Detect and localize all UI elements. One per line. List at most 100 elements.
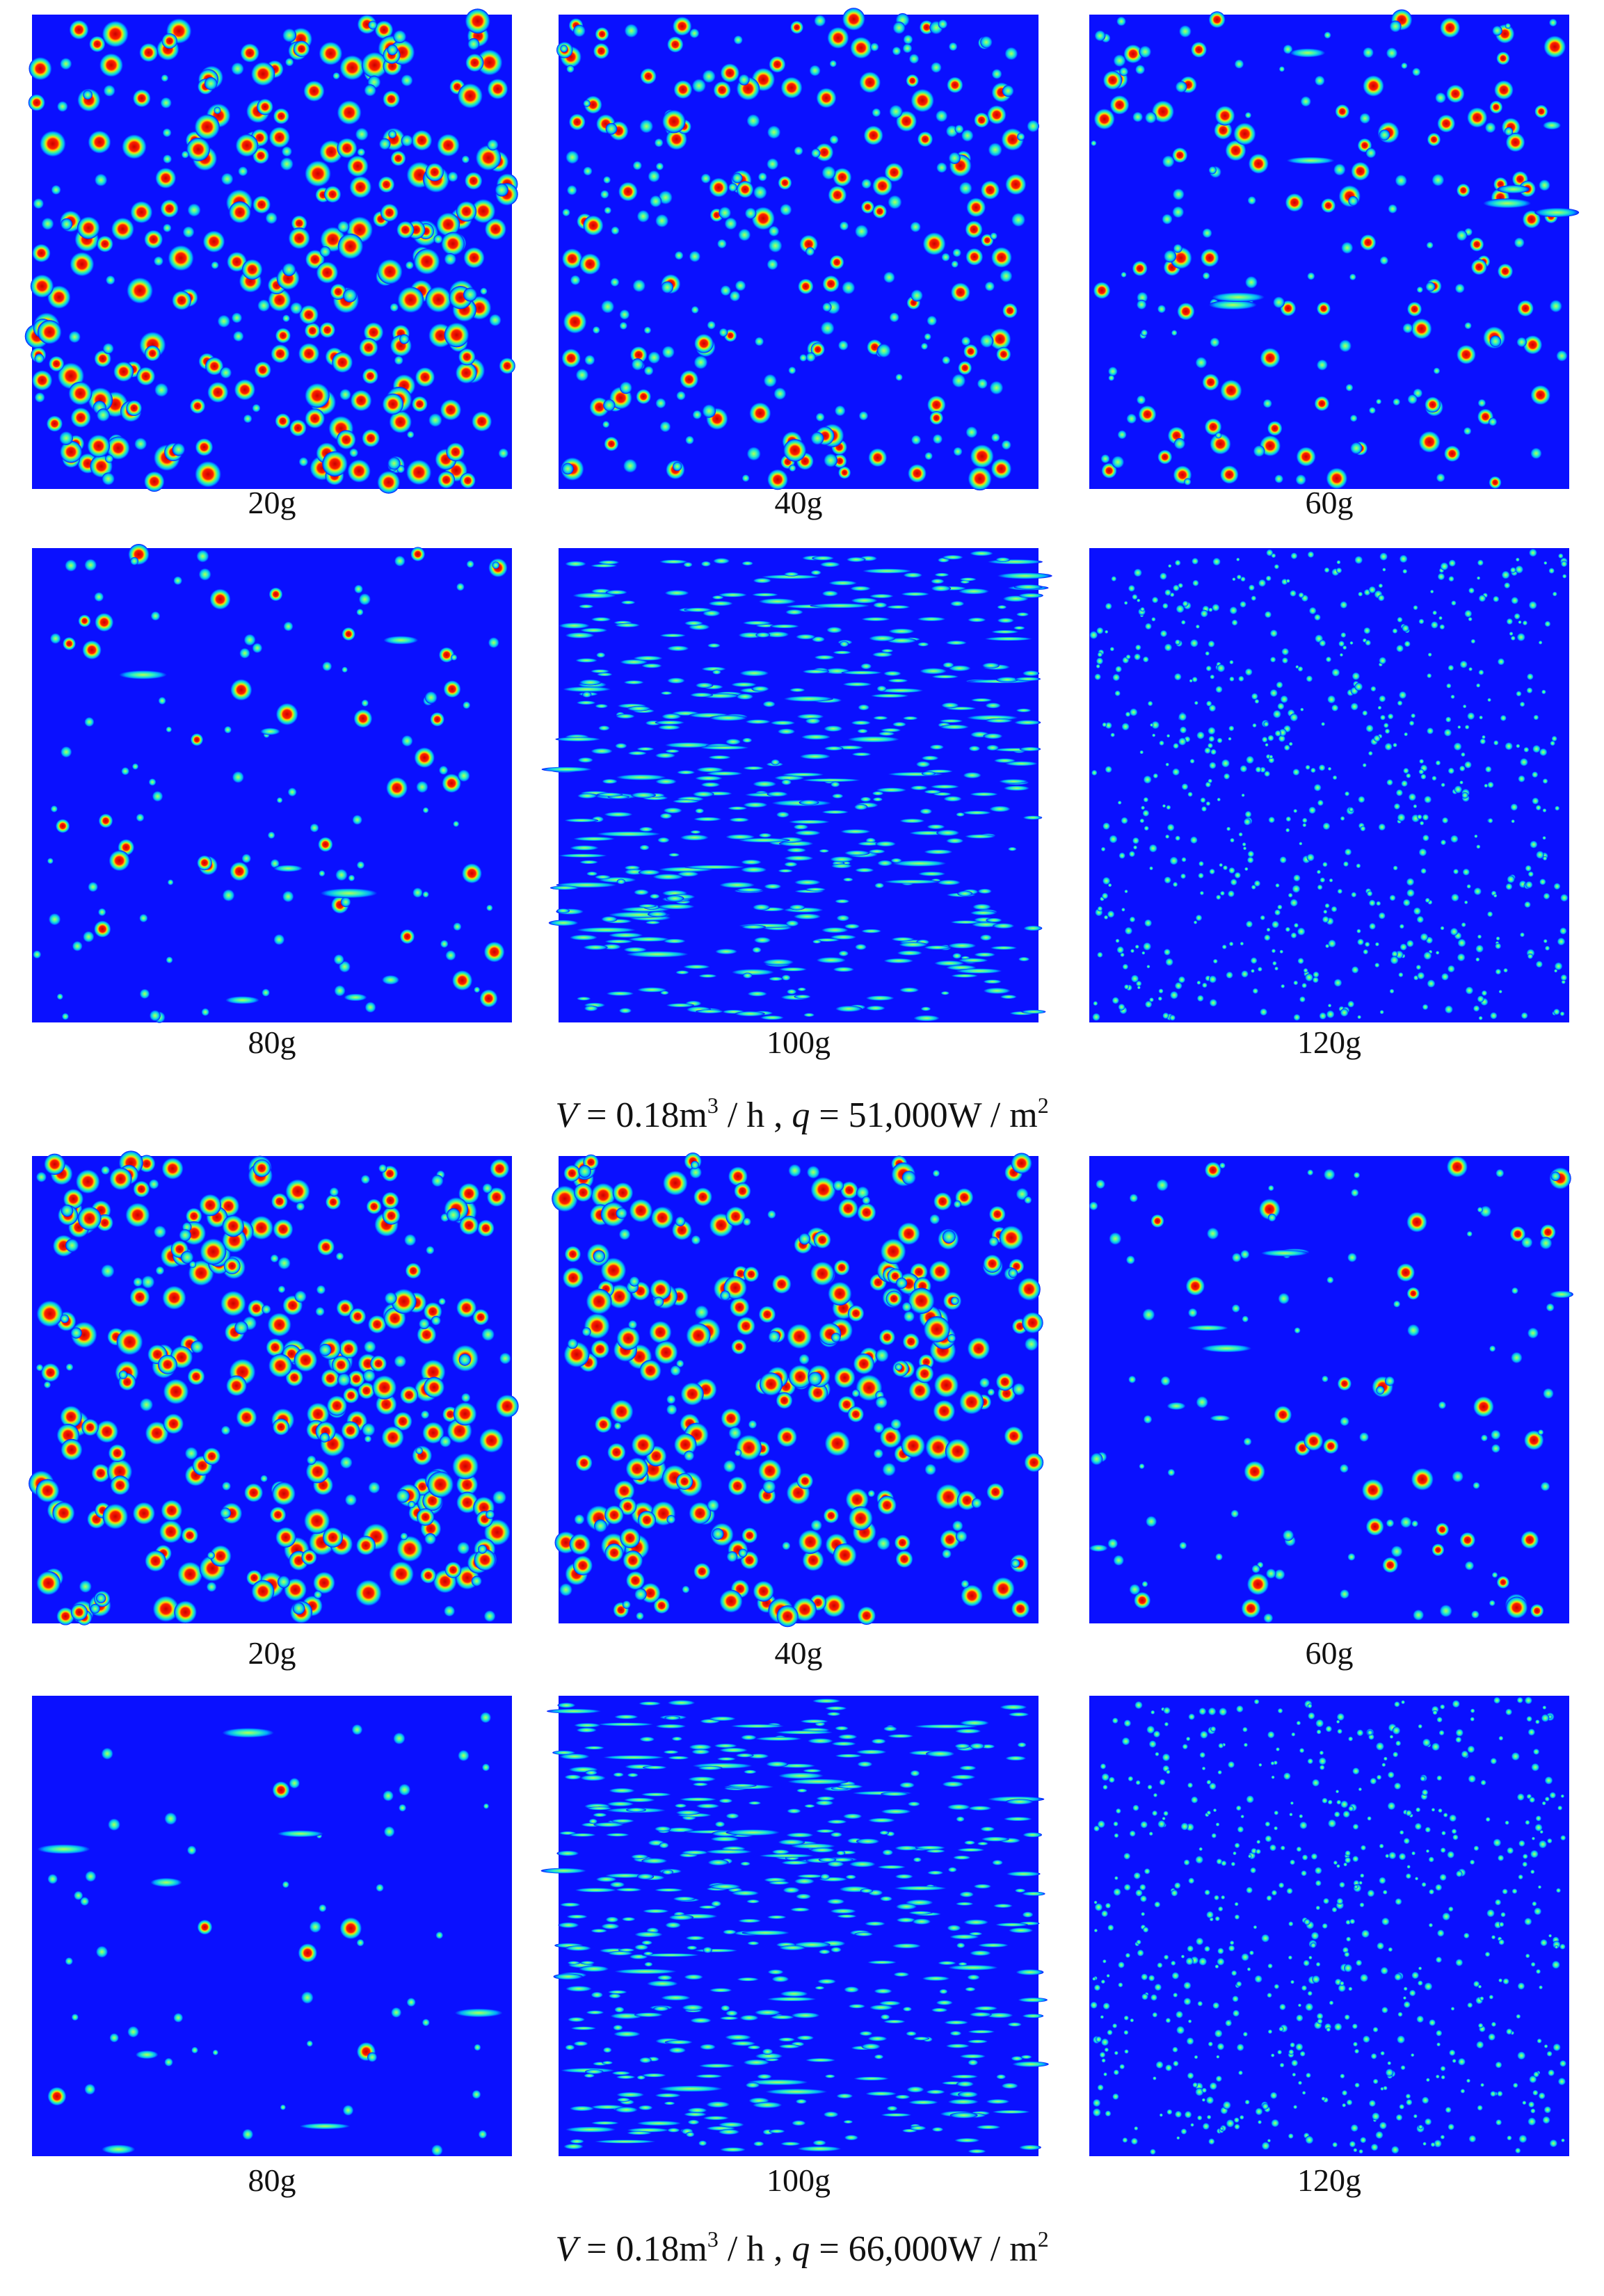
bubble [145, 1421, 169, 1445]
bubble [180, 1251, 194, 1264]
bubble [1162, 155, 1175, 168]
bubble [940, 1530, 960, 1550]
bubble [1187, 2019, 1192, 2023]
streak [805, 888, 826, 892]
bubble [60, 440, 83, 463]
streak [859, 2031, 873, 2037]
streak [579, 604, 594, 609]
bubble [1312, 977, 1319, 984]
bubble [1272, 920, 1279, 929]
bubble [406, 460, 432, 485]
streak [820, 561, 840, 568]
bubble [1447, 664, 1454, 671]
streak [657, 837, 670, 843]
bubble [174, 1600, 197, 1624]
bubble [1219, 862, 1224, 867]
bubble [168, 245, 194, 271]
bubble [1281, 984, 1285, 988]
panel-label: 60g [1306, 485, 1354, 520]
streak [593, 1822, 624, 1827]
bubble [1490, 2091, 1496, 2097]
bubble [161, 1157, 184, 1180]
bubble [1190, 836, 1198, 844]
bubble [1283, 45, 1293, 54]
bubble [1233, 2009, 1240, 2017]
bubble [593, 1250, 605, 1262]
bubble [1464, 761, 1472, 769]
bubble [1214, 2029, 1223, 2038]
streak [661, 1995, 691, 2001]
bubble [339, 388, 351, 401]
streak [786, 847, 807, 853]
bubble [1527, 2117, 1537, 2126]
bubble [77, 1206, 102, 1230]
bubble [362, 1423, 376, 1437]
streak [892, 860, 947, 867]
bubble [275, 1527, 296, 1548]
bubble [1425, 2118, 1432, 2126]
streak [816, 957, 846, 963]
bubble [1537, 1885, 1542, 1889]
bubble [1220, 465, 1239, 484]
bubble [1393, 742, 1397, 748]
bubble [1278, 1292, 1290, 1305]
bubble [908, 1287, 935, 1315]
bubble [1296, 447, 1316, 467]
bubble [230, 679, 252, 701]
bubble [1205, 700, 1212, 707]
bubble [346, 155, 369, 177]
bubble [368, 1315, 387, 1334]
bubble [959, 182, 972, 195]
streak [667, 645, 689, 652]
streak [948, 1965, 998, 1970]
bubble [163, 1413, 184, 1434]
bubble [1113, 54, 1126, 67]
bubble [1265, 743, 1269, 747]
bubble [1187, 2072, 1194, 2080]
bubble [725, 1206, 746, 1227]
bubble [1259, 1198, 1281, 1220]
bubble [624, 24, 639, 38]
bubble [118, 1370, 128, 1379]
streak [685, 1936, 705, 1941]
bubble [1516, 633, 1525, 642]
bubble [811, 148, 821, 158]
bubble [1228, 890, 1235, 897]
bubble [1122, 963, 1129, 970]
bubble [1281, 648, 1290, 656]
streak [895, 1845, 920, 1851]
streak [725, 834, 755, 840]
bubble [68, 330, 81, 344]
streak [591, 2105, 625, 2110]
bubble [636, 1612, 644, 1621]
bubble [1436, 1775, 1443, 1781]
bubble [1535, 961, 1543, 968]
bubble [1339, 339, 1352, 353]
bubble [1436, 473, 1445, 483]
bubble [241, 853, 251, 863]
streak [939, 719, 963, 723]
streak [608, 932, 643, 938]
bubble [1370, 2053, 1377, 2060]
bubble [815, 412, 825, 422]
streak [693, 791, 714, 797]
bubble [1390, 1546, 1403, 1557]
bubble [631, 358, 644, 371]
bubble [99, 53, 123, 77]
streak [687, 1945, 698, 1950]
streak [725, 2010, 738, 2016]
streak [858, 704, 869, 711]
bubble [908, 1379, 931, 1402]
bubble [305, 408, 325, 428]
bubble [1299, 996, 1306, 1003]
bubble [333, 954, 344, 965]
bubble [1361, 1929, 1370, 1938]
bubble [1362, 1479, 1384, 1502]
bubble [808, 1372, 822, 1386]
bubble [1525, 865, 1532, 872]
bubble [1342, 861, 1349, 867]
streak [1166, 1402, 1186, 1410]
bubble [1250, 1867, 1257, 1874]
bubble [863, 125, 883, 145]
bubble [1139, 1884, 1146, 1891]
